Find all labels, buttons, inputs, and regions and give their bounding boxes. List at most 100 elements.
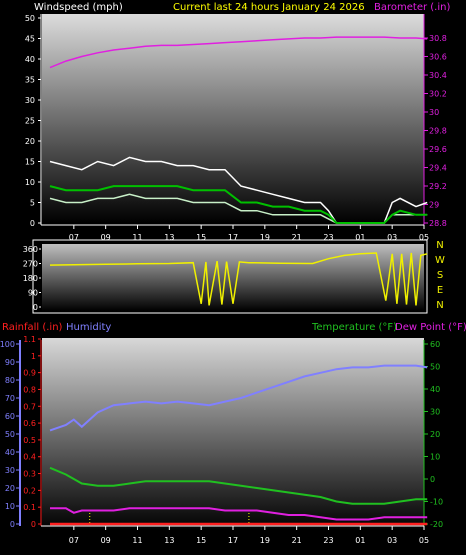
wind-x-tick-label: 17 [228,233,238,242]
rain-y-tick-label: 0.7 [23,402,36,411]
wind-y-tick-label: 0 [30,219,35,228]
humidity-y-tick-label: 10 [5,502,15,511]
wind-x-tick-label: 19 [260,233,270,242]
baro-y-tick-label: 29.8 [429,127,447,136]
wind-y-tick-label: 30 [25,96,35,105]
temp-x-tick-label: 23 [323,536,333,545]
axes-layer: 0510152025303540455028.82929.229.429.629… [0,14,447,545]
wind-y-tick-label: 45 [25,35,35,44]
wind-y-tick-label: 10 [25,178,35,187]
wind-x-tick-label: 01 [355,233,365,242]
baro-y-tick-label: 30.6 [429,53,447,62]
direction-frame [32,239,428,314]
compass-label: N [436,300,443,311]
rain-y-tick-label: 1 [31,352,36,361]
baro-y-tick-label: 28.8 [429,219,447,228]
windspeed-title: Windspeed (mph) [34,2,123,13]
temp-x-tick-label: 01 [355,536,365,545]
baro-y-tick-label: 30.8 [429,34,447,43]
dir-y-tick-label: 360 [23,245,38,254]
temp-x-tick-label: 09 [101,536,111,545]
temp-x-tick-label: 07 [69,536,79,545]
humidity-y-tick-label: 30 [5,466,15,475]
humidity-y-tick-label: 80 [5,376,15,385]
dewpoint-line [50,507,428,521]
temp-y-tick-label: 10 [430,453,440,462]
temp-x-tick-label: 11 [132,536,142,545]
wind-y-tick-label: 20 [25,137,35,146]
humidity-y-tick-label: 70 [5,394,15,403]
dir-y-tick-label: 270 [23,260,38,269]
humidity-y-tick-label: 100 [0,340,15,349]
compass-label: S [437,270,443,281]
compass-label: E [437,285,443,296]
wind-y-tick-label: 25 [25,117,35,126]
temperature-line [49,466,428,505]
temp-y-tick-label: 50 [430,363,440,372]
humidity-y-tick-label: 0 [10,520,15,529]
humidity-y-tick-label: 60 [5,412,15,421]
humidity-y-tick-label: 40 [5,448,15,457]
temp-y-tick-label: 60 [430,340,440,349]
wind-avg-line [49,185,428,224]
direction-line [49,252,428,306]
wind-x-tick-label: 13 [164,233,174,242]
chart-title: Current last 24 hours January 24 2026 [173,2,365,13]
wind-y-tick-label: 35 [25,76,35,85]
baro-y-tick-label: 30 [429,108,439,117]
wind-x-tick-label: 05 [419,233,429,242]
rain-y-tick-label: 0.8 [23,385,36,394]
wind-y-tick-label: 50 [25,14,35,23]
temp-y-tick-label: 40 [430,385,440,394]
temp-y-tick-label: -10 [430,498,443,507]
series-layer [49,36,428,526]
baro-y-tick-label: 29.6 [429,145,447,154]
rain-y-tick-label: 0.6 [23,419,36,428]
dir-y-tick-label: 90 [28,289,38,298]
rain-y-tick-label: 0.5 [23,436,36,445]
dewpoint-label: Dew Point (°F) [395,322,466,333]
wind-y-tick-label: 5 [30,199,35,208]
wind-x-tick-label: 03 [387,233,397,242]
rain-y-tick-label: 0.1 [23,503,36,512]
wind-x-tick-label: 21 [292,233,302,242]
dir-y-tick-label: 180 [23,274,38,283]
humidity-y-tick-label: 20 [5,484,15,493]
temp-x-tick-label: 19 [260,536,270,545]
baro-y-tick-label: 30.2 [429,90,447,99]
compass-label: W [435,255,445,266]
baro-y-tick-label: 29.2 [429,182,447,191]
dir-y-tick-label: 0 [33,303,38,312]
temp-y-tick-label: -20 [430,520,443,529]
temp-x-tick-label: 05 [419,536,429,545]
temp-y-tick-label: 0 [430,475,435,484]
rain-y-tick-label: 0.2 [23,486,36,495]
wind-x-tick-label: 15 [196,233,206,242]
humidity-line [49,364,428,432]
rain-y-tick-label: 0.4 [23,453,36,462]
temp-panel [42,338,424,530]
temp-x-tick-label: 13 [164,536,174,545]
temp-y-tick-label: 20 [430,430,440,439]
temp-x-tick-label: 03 [387,536,397,545]
baro-y-tick-label: 29.4 [429,164,447,173]
barometer-title: Barometer (.in) [374,2,450,13]
wind-x-tick-label: 09 [101,233,111,242]
rain-y-tick-label: 0.3 [23,470,36,479]
wind-x-tick-label: 11 [132,233,142,242]
compass-label: N [436,240,443,251]
wind-panel [42,14,424,223]
humidity-y-tick-label: 90 [5,358,15,367]
temp-y-tick-label: 30 [430,408,440,417]
wind-x-tick-label: 07 [69,233,79,242]
temp-x-tick-label: 15 [196,536,206,545]
temperature-label: Temperature (°F) [311,322,397,333]
humidity-y-tick-label: 50 [5,430,15,439]
rain-y-tick-label: 1.1 [23,335,36,344]
rain-y-tick-label: 0 [31,520,36,529]
humidity-label: Humidity [66,322,111,333]
wind-y-tick-label: 15 [25,158,35,167]
baro-y-tick-label: 29 [429,201,439,210]
rainfall-label: Rainfall (.in) [2,322,63,333]
